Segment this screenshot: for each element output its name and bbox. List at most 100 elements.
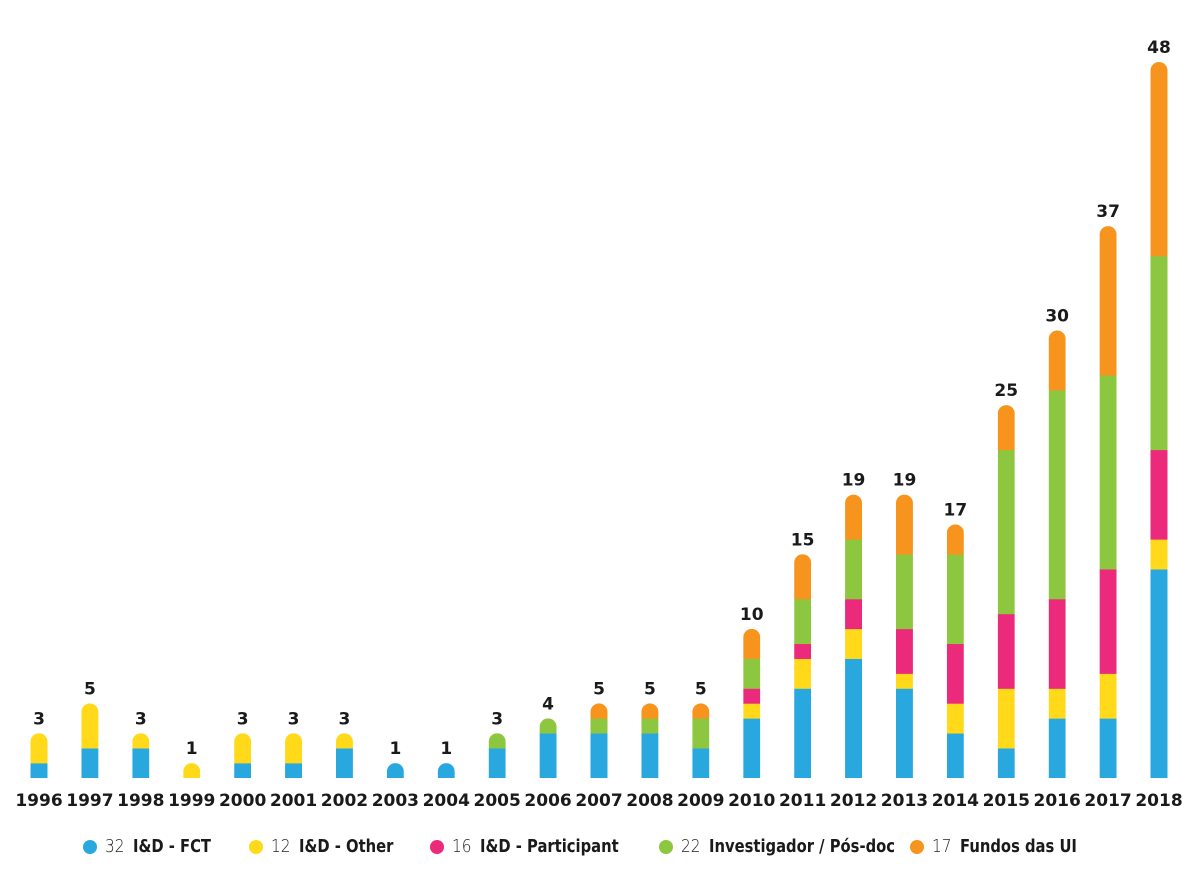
- year-label-2006: 2006: [524, 791, 571, 811]
- year-label-1997: 1997: [66, 791, 113, 811]
- bar-segment-2018-series-4: [1150, 62, 1168, 257]
- total-label-1996: 3: [33, 709, 45, 729]
- bar-segment-2014-series-3: [946, 554, 964, 645]
- bar-segment-2012-series-0: [845, 658, 863, 778]
- bar-segment-1998-series-1: [132, 733, 150, 749]
- bar-segment-2014-series-1: [946, 703, 964, 734]
- legend-item-id-participant: 16 I&D - Participant: [430, 836, 649, 857]
- bar-stack-2016: [1048, 330, 1066, 778]
- bar-segment-2014-series-4: [946, 524, 964, 555]
- bar-segment-1997-series-1: [81, 703, 99, 749]
- bar-segment-2017-series-2: [1099, 569, 1117, 674]
- bar-segment-2009-series-0: [692, 748, 710, 778]
- total-label-2003: 1: [389, 739, 401, 759]
- bar-segment-2001-series-0: [285, 763, 303, 778]
- bar-stack-2006: [539, 718, 557, 778]
- bar-segment-2017-series-3: [1099, 375, 1117, 570]
- total-label-2001: 3: [288, 709, 300, 729]
- bar-segment-2011-series-2: [794, 643, 812, 659]
- bar-segment-2016-series-1: [1048, 688, 1066, 719]
- legend-dot-icon: [83, 839, 97, 854]
- total-label-2016: 30: [1045, 307, 1069, 327]
- bar-segment-2013-series-0: [895, 688, 913, 778]
- legend-label: Fundos das UI: [959, 836, 1077, 857]
- legend-dot-icon: [659, 839, 673, 854]
- bar-segment-2002-series-1: [335, 733, 353, 749]
- bar-segment-2013-series-1: [895, 673, 913, 689]
- bar-segment-2006-series-0: [539, 733, 557, 778]
- total-label-2011: 15: [791, 530, 815, 550]
- bar-segment-2003-series-0: [386, 763, 404, 778]
- year-label-2000: 2000: [219, 791, 266, 811]
- bar-segment-2000-series-1: [234, 733, 252, 764]
- legend-item-fundos-das-ui: 17 Fundos das UI: [910, 836, 1103, 857]
- total-label-2007: 5: [593, 679, 605, 699]
- bar-segment-1996-series-0: [30, 763, 48, 778]
- total-label-1998: 3: [135, 709, 147, 729]
- total-label-1999: 1: [186, 739, 198, 759]
- bar-segment-2010-series-4: [743, 628, 761, 659]
- year-label-2018: 2018: [1135, 791, 1182, 811]
- year-label-2005: 2005: [474, 791, 521, 811]
- bar-segment-2011-series-3: [794, 599, 812, 645]
- bar-stack-1997: [81, 703, 99, 778]
- total-label-2017: 37: [1096, 202, 1120, 222]
- year-label-2012: 2012: [830, 791, 877, 811]
- bar-segment-2016-series-2: [1048, 599, 1066, 689]
- legend-item-investigador-pos-doc: 22 Investigador / Pós-doc: [659, 836, 936, 857]
- bar-stack-2012: [845, 494, 863, 778]
- bar-segment-2011-series-0: [794, 688, 812, 778]
- bar-stack-2000: [234, 733, 252, 778]
- legend-dot-icon: [430, 839, 444, 854]
- bar-segment-2015-series-0: [997, 748, 1015, 778]
- total-label-2004: 1: [440, 739, 452, 759]
- bar-stack-2005: [488, 733, 506, 778]
- bar-segment-2012-series-2: [845, 599, 863, 630]
- total-label-2015: 25: [994, 381, 1018, 401]
- bar-segment-2008-series-3: [641, 718, 659, 734]
- bar-stack-2014: [946, 524, 964, 778]
- bar-stack-1998: [132, 733, 150, 778]
- year-label-2009: 2009: [677, 791, 724, 811]
- legend-count: 32: [105, 836, 125, 857]
- bar-segment-2010-series-2: [743, 688, 761, 704]
- year-labels-group: 1996 1997 1998 1999 2000 2001 2002 2003 2004 2005…: [15, 791, 1182, 811]
- bar-segment-2018-series-0: [1150, 569, 1168, 779]
- year-label-2003: 2003: [372, 791, 419, 811]
- legend-dot-icon: [910, 839, 924, 854]
- bar-stack-2018: [1150, 62, 1168, 779]
- bar-segment-2007-series-3: [590, 718, 608, 734]
- legend-dot-icon: [249, 839, 263, 854]
- total-label-2009: 5: [695, 679, 707, 699]
- bar-segment-2015-series-1: [997, 688, 1015, 749]
- total-label-2012: 19: [842, 471, 866, 491]
- bar-stack-2004: [437, 763, 455, 778]
- bar-segment-2004-series-0: [437, 763, 455, 778]
- legend-count: 12: [271, 836, 291, 857]
- bar-segment-2012-series-4: [845, 494, 863, 540]
- bar-segment-2008-series-0: [641, 733, 659, 778]
- bar-segment-2005-series-3: [488, 733, 506, 749]
- bar-segment-2005-series-0: [488, 748, 506, 778]
- bar-stack-2003: [386, 763, 404, 778]
- legend-count: 17: [932, 836, 952, 857]
- bar-segment-2000-series-0: [234, 763, 252, 778]
- bar-segment-2012-series-1: [845, 628, 863, 659]
- bar-segment-2016-series-0: [1048, 718, 1066, 778]
- total-label-1997: 5: [84, 679, 96, 699]
- bar-segment-2016-series-4: [1048, 330, 1066, 391]
- bar-segment-2011-series-1: [794, 658, 812, 689]
- bar-stack-2017: [1099, 226, 1117, 778]
- bar-stack-2013: [895, 494, 913, 778]
- bar-segment-2015-series-4: [997, 405, 1015, 451]
- year-label-2011: 2011: [779, 791, 826, 811]
- total-label-2018: 48: [1147, 38, 1171, 58]
- bar-segment-2011-series-4: [794, 554, 812, 600]
- year-label-1996: 1996: [15, 791, 62, 811]
- bars-group: [30, 62, 1168, 779]
- total-label-2013: 19: [893, 471, 917, 491]
- bar-segment-2018-series-2: [1150, 449, 1168, 540]
- total-label-2008: 5: [644, 679, 656, 699]
- year-label-2008: 2008: [626, 791, 673, 811]
